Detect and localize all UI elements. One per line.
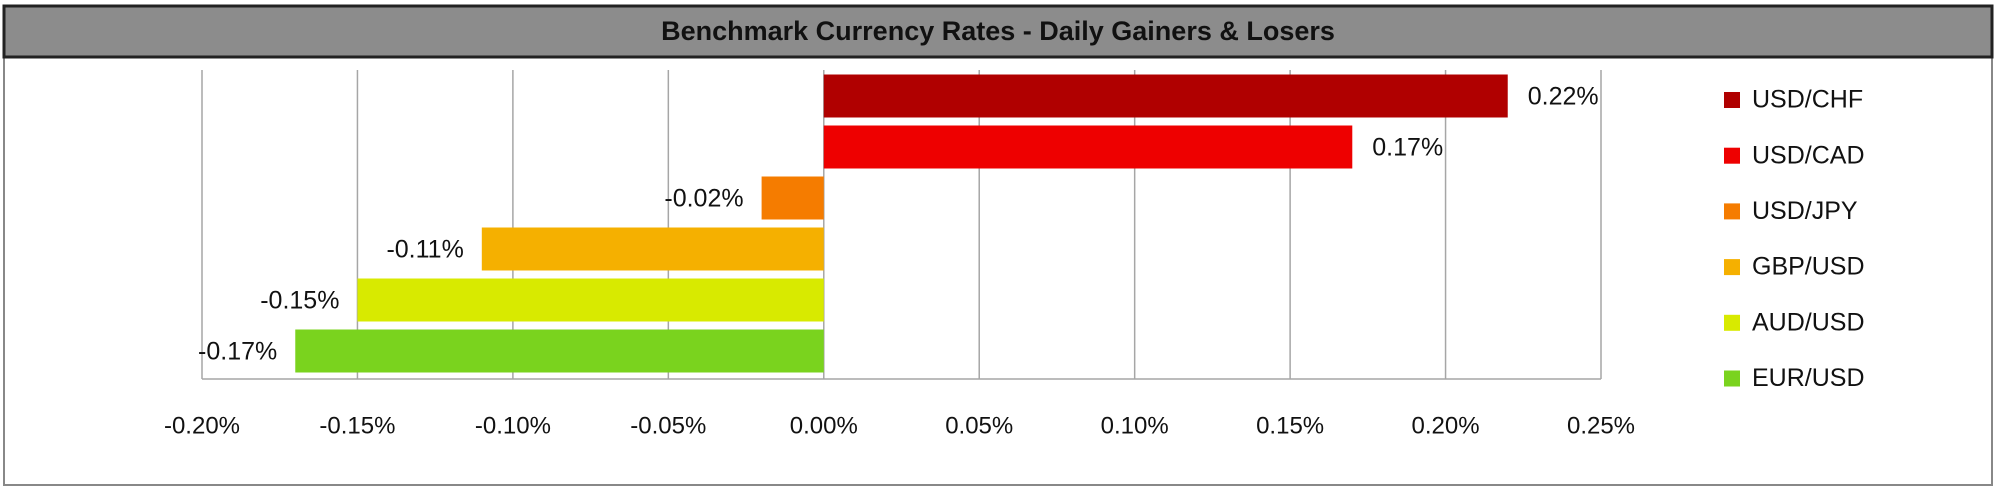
bar <box>761 176 824 220</box>
data-label: 0.22% <box>1528 83 1599 111</box>
legend-swatch <box>1724 314 1740 331</box>
legend-label: EUR/USD <box>1752 364 1865 392</box>
data-label: -0.17% <box>198 338 277 366</box>
bar <box>823 125 1353 169</box>
data-label: -0.15% <box>260 287 339 315</box>
x-tick-label: -0.10% <box>475 412 551 439</box>
x-tick-label: 0.05% <box>945 412 1013 439</box>
x-tick-label: 0.25% <box>1567 412 1635 439</box>
bar <box>357 278 824 322</box>
legend-label: USD/CAD <box>1752 141 1865 169</box>
bar <box>823 74 1508 118</box>
x-tick-label: 0.15% <box>1256 412 1324 439</box>
bar <box>481 227 824 271</box>
bar <box>295 329 824 373</box>
chart-title: Benchmark Currency Rates - Daily Gainers… <box>661 16 1335 46</box>
x-tick-label: -0.20% <box>164 412 240 439</box>
title-bar <box>2 4 1994 59</box>
legend-label: USD/CHF <box>1752 86 1863 114</box>
x-tick-label: -0.15% <box>319 412 395 439</box>
legend-swatch <box>1724 92 1740 108</box>
legend-swatch <box>1724 147 1740 164</box>
data-label: -0.11% <box>386 236 463 264</box>
x-tick-label: 0.00% <box>790 412 858 439</box>
legend-swatch <box>1724 370 1740 387</box>
legend-label: GBP/USD <box>1752 253 1865 281</box>
data-label: -0.02% <box>664 185 743 213</box>
x-tick-label: 0.20% <box>1412 412 1480 439</box>
legend-swatch <box>1724 203 1740 220</box>
legend-label: USD/JPY <box>1752 197 1858 225</box>
data-label: 0.17% <box>1372 134 1443 162</box>
legend-label: AUD/USD <box>1752 308 1865 336</box>
x-tick-label: 0.10% <box>1101 412 1169 439</box>
x-tick-label: -0.05% <box>630 412 706 439</box>
legend-swatch <box>1724 259 1740 276</box>
